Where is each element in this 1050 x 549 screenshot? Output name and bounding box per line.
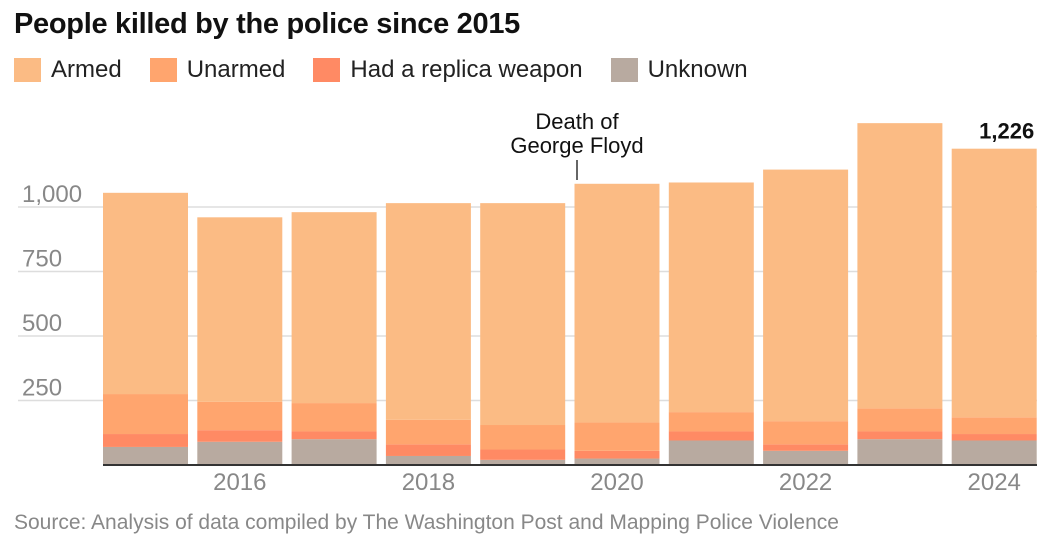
bar-segment-unknown	[197, 441, 283, 465]
bar-segment-armed	[385, 203, 471, 420]
x-tick-label: 2024	[968, 469, 1021, 496]
bar-segment-replica	[197, 430, 283, 442]
bar-segment-armed	[480, 203, 566, 426]
bar-segment-replica	[763, 444, 849, 451]
legend-swatch-unknown	[610, 58, 638, 82]
bar-segment-armed	[857, 123, 943, 409]
bar-segment-unknown	[103, 446, 188, 465]
source-note: Source: Analysis of data compiled by The…	[14, 511, 839, 534]
bar-segment-unarmed	[857, 408, 943, 432]
bar-segment-unknown	[951, 440, 1037, 465]
x-tick-label: 2020	[590, 469, 643, 496]
chart-title: People killed by the police since 2015	[14, 8, 520, 40]
bar-segment-unknown	[480, 459, 566, 465]
bar-segment-replica	[951, 434, 1037, 441]
bar-segment-unarmed	[197, 401, 283, 431]
bar-segment-armed	[668, 182, 754, 413]
bar-segment-unarmed	[480, 425, 566, 450]
y-tick-label: 750	[22, 246, 62, 273]
bar-segment-replica	[668, 431, 754, 441]
bar-segment-unarmed	[951, 417, 1037, 435]
bar-segment-replica	[574, 450, 660, 459]
bar-segment-unarmed	[668, 412, 754, 432]
legend-swatch-unarmed	[149, 58, 177, 82]
bar-segment-unarmed	[103, 394, 188, 435]
x-tick-label: 2018	[402, 469, 455, 496]
bar-segment-unarmed	[763, 421, 849, 445]
legend-item-unknown: Unknown	[610, 56, 748, 84]
bar-segment-unknown	[385, 455, 471, 465]
bar-segment-unknown	[857, 439, 943, 465]
bar-segment-armed	[197, 217, 283, 402]
bar-segment-replica	[103, 434, 188, 447]
legend-swatch-armed	[14, 58, 41, 82]
legend-item-replica: Had a replica weapon	[313, 56, 583, 84]
x-tick-label: 2016	[213, 469, 266, 496]
bar-segment-replica	[857, 431, 943, 440]
bar-segment-unknown	[291, 439, 377, 465]
legend-label-armed: Armed	[51, 56, 122, 83]
total-value-label: 1,226	[979, 119, 1034, 144]
legend-label-unarmed: Unarmed	[186, 56, 286, 83]
annotation-text: Death of	[535, 109, 619, 134]
y-tick-label: 250	[22, 375, 62, 402]
legend-label-replica: Had a replica weapon	[350, 56, 583, 83]
bar-segment-unknown	[574, 458, 660, 465]
legend: Armed Unarmed Had a replica weapon Unkno…	[14, 56, 776, 84]
bar-segment-replica	[385, 444, 471, 456]
bar-segment-armed	[291, 212, 377, 404]
bar-segment-replica	[480, 449, 566, 460]
bar-segment-replica	[291, 431, 377, 440]
annotation-text: George Floyd	[510, 133, 643, 158]
legend-swatch-replica	[313, 58, 341, 82]
bar-segment-unknown	[763, 450, 849, 465]
bar-segment-unarmed	[385, 419, 471, 445]
y-tick-label: 500	[22, 310, 62, 337]
legend-item-unarmed: Unarmed	[149, 56, 286, 84]
x-tick-label: 2022	[779, 469, 832, 496]
legend-item-armed: Armed	[14, 56, 122, 84]
bar-segment-unknown	[668, 440, 754, 465]
bar-segment-armed	[951, 148, 1037, 418]
bar-segment-armed	[103, 192, 188, 395]
bar-segment-unarmed	[291, 403, 377, 432]
bar-segment-armed	[763, 169, 849, 422]
bar-segment-unarmed	[574, 422, 660, 451]
y-tick-label: 1,000	[22, 181, 82, 208]
bar-segment-armed	[574, 183, 660, 423]
legend-label-unknown: Unknown	[647, 56, 748, 83]
